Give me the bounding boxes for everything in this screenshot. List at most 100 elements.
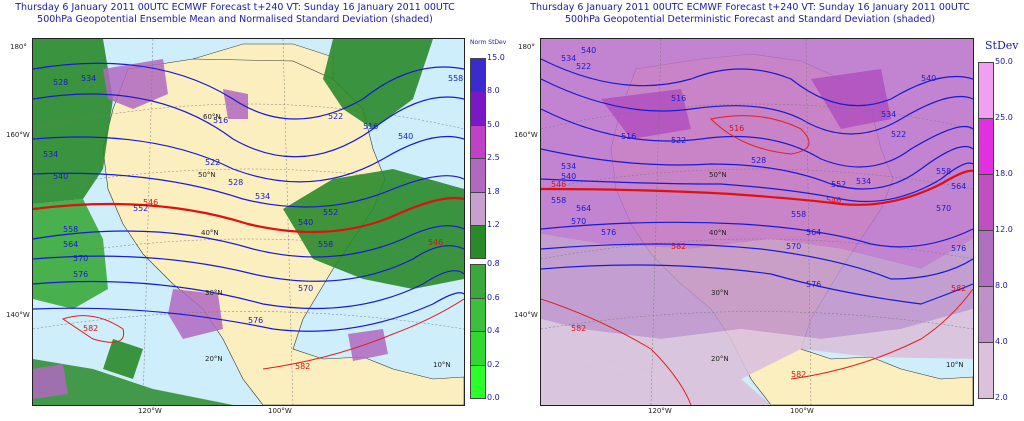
- left-colorbar-label: 15.0: [487, 53, 505, 62]
- contour-labels: 528 534 534 540 522 528 534 540 552 552 …: [43, 74, 463, 325]
- right-axis-120w: 120°W: [648, 407, 672, 415]
- left-colorbar-swatch: [470, 225, 486, 260]
- shade-green-pacific-south: [33, 359, 233, 405]
- lat-label: 20°N: [711, 355, 729, 363]
- left-title-line1: Thursday 6 January 2011 00UTC ECMWF Fore…: [15, 2, 455, 13]
- contour-label: 564: [576, 204, 591, 213]
- left-colorbar-swatch: [470, 264, 486, 299]
- shade-stdev-peak-west: [601, 89, 691, 139]
- contour-label: 522: [328, 112, 343, 121]
- right-title-line1: Thursday 6 January 2011 00UTC ECMWF Fore…: [530, 2, 970, 13]
- right-axis-100w: 100°W: [790, 407, 814, 415]
- right-colorbar-label: 2.0: [995, 393, 1008, 402]
- geopotential-contours: [33, 62, 464, 332]
- contour-label: 570: [298, 284, 313, 293]
- contour-label-516: 516: [729, 124, 744, 133]
- shade-purple-caribbean: [348, 329, 388, 361]
- contour-label: 534: [81, 74, 96, 83]
- contour-label: 540: [581, 46, 596, 55]
- shade-stdev-low: [541, 309, 973, 379]
- contour-label: 534: [43, 150, 58, 159]
- contour-label: 552: [831, 180, 846, 189]
- lat-label: 40°N: [201, 229, 219, 237]
- shade-purple-northwest: [103, 59, 168, 109]
- contour-label: 558: [63, 225, 78, 234]
- lat-label: 10°N: [946, 361, 964, 369]
- contour-labels: 534 540 522 516 522 528 516 534 540 558 …: [551, 46, 966, 289]
- contour-546-bold: [541, 169, 973, 206]
- contour-label: 534: [881, 110, 896, 119]
- right-map-svg: 534 540 522 516 522 528 516 534 540 558 …: [541, 39, 973, 405]
- left-colorbar-swatch: [470, 331, 486, 366]
- contour-label-582: 582: [83, 324, 98, 333]
- contour-label: 558: [551, 196, 566, 205]
- left-axis-180: 180°: [10, 43, 27, 51]
- contour-label: 534: [856, 177, 871, 186]
- right-colorbar-label: 25.0: [995, 113, 1013, 122]
- contour-label: 576: [73, 270, 88, 279]
- lat-label: 40°N: [709, 229, 727, 237]
- lat-label: 30°N: [205, 289, 223, 297]
- contour-label: 534: [561, 54, 576, 63]
- contour-label: 516: [213, 116, 228, 125]
- contour-label: 522: [891, 130, 906, 139]
- contour-label: 528: [53, 78, 68, 87]
- contour-label: 540: [298, 218, 313, 227]
- shade-green-west: [33, 39, 113, 204]
- contour-label: 522: [671, 136, 686, 145]
- contour-label: 516: [363, 122, 378, 131]
- right-axis-160w: 160°W: [514, 131, 538, 139]
- contour-582-south: [262, 298, 464, 370]
- contour-labels-red: 546 582 582 546: [83, 198, 443, 371]
- contour-516-red: [709, 115, 810, 155]
- right-colorbar-swatch: [978, 286, 994, 343]
- right-title-line2: 500hPa Geopotential Deterministic Foreca…: [564, 14, 936, 25]
- left-colorbar-label: 0.2: [487, 359, 500, 369]
- contour-label: 564: [951, 182, 966, 191]
- contour-label: 528: [751, 156, 766, 165]
- left-colorbar-label: 0.0: [487, 393, 500, 402]
- contour-label-546: 546: [428, 238, 443, 247]
- left-map-panel: 528 534 534 540 522 528 534 540 552 552 …: [32, 38, 465, 406]
- contour-582-west: [541, 298, 692, 405]
- right-colorbar-swatch: [978, 230, 994, 287]
- shade-stdev-peak-north: [811, 69, 891, 129]
- contour-label-582: 582: [791, 370, 806, 379]
- contour-label: 564: [63, 240, 78, 249]
- lat-label: 30°N: [711, 289, 729, 297]
- lat-label: 10°N: [433, 361, 451, 369]
- left-colorbar-label: 2.5: [487, 153, 500, 163]
- contour-label-582: 582: [295, 362, 310, 371]
- contour-582-west: [61, 315, 125, 343]
- contour-label-582: 582: [571, 324, 586, 333]
- right-colorbar-label: 4.0: [995, 337, 1008, 346]
- left-colorbar-label: 5.0: [487, 119, 500, 129]
- shade-stdev-mid: [541, 234, 973, 339]
- graticule: [541, 39, 973, 405]
- left-title-line2: 500hPa Geopotential Ensemble Mean and No…: [37, 14, 433, 25]
- contour-label: 540: [398, 132, 413, 141]
- contour-label: 570: [936, 204, 951, 213]
- right-colorbar-label: 50.0: [995, 57, 1013, 66]
- shade-green-small: [103, 339, 143, 379]
- contour-label-546: 546: [826, 196, 841, 205]
- contour-label: 552: [133, 204, 148, 213]
- right-colorbar-swatch: [978, 118, 994, 175]
- contour-label: 576: [601, 228, 616, 237]
- shade-green-atlantic: [283, 169, 464, 289]
- shade-green-north: [323, 39, 433, 129]
- right-map-panel: 534 540 522 516 522 528 516 534 540 558 …: [540, 38, 974, 406]
- left-map-title: Thursday 6 January 2011 00UTC ECMWF Fore…: [0, 2, 470, 26]
- graticule-labels: 60°N 50°N 40°N 30°N 20°N 10°N: [198, 113, 451, 369]
- graticule-labels: 50°N 40°N 30°N 20°N 10°N: [709, 171, 964, 369]
- right-colorbar-swatch: [978, 342, 994, 399]
- contour-label: 522: [576, 62, 591, 71]
- left-colorbar-swatch: [470, 158, 486, 193]
- contour-label: 570: [73, 254, 88, 263]
- right-colorbar-title: StDev: [985, 39, 1019, 52]
- left-colorbar-swatch: [470, 191, 486, 226]
- shade-purple-southwest: [33, 364, 68, 399]
- contour-label-582: 582: [951, 284, 966, 293]
- left-map-svg: 528 534 534 540 522 528 534 540 552 552 …: [33, 39, 464, 405]
- left-axis-140w: 140°W: [6, 311, 30, 319]
